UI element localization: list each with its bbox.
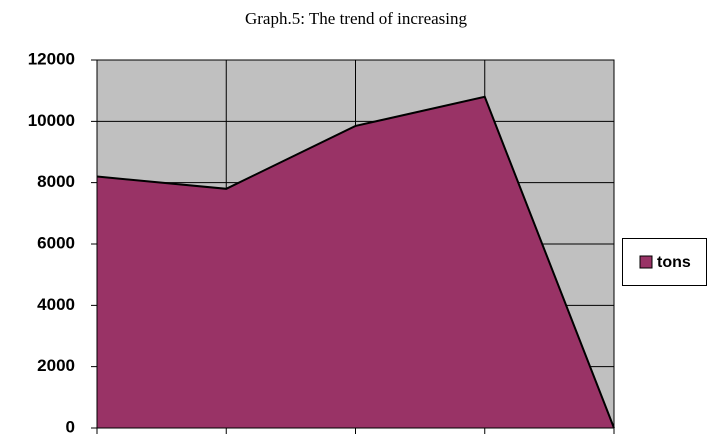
legend-box bbox=[622, 238, 707, 286]
legend-swatch bbox=[639, 255, 653, 269]
y-tick-label: 0 bbox=[66, 417, 75, 436]
y-tick-label: 4000 bbox=[37, 295, 75, 314]
chart-title: Graph.5: The trend of increasing bbox=[245, 9, 468, 28]
area bbox=[97, 96, 614, 429]
y-tick-label: 12000 bbox=[28, 49, 75, 68]
legend-label: tons bbox=[657, 254, 691, 271]
y-tick-label: 10000 bbox=[28, 111, 75, 130]
y-tick-label: 8000 bbox=[37, 172, 75, 191]
y-tick-label: 2000 bbox=[37, 356, 75, 375]
y-tick-label: 6000 bbox=[37, 233, 75, 252]
area-outline bbox=[96, 95, 615, 429]
